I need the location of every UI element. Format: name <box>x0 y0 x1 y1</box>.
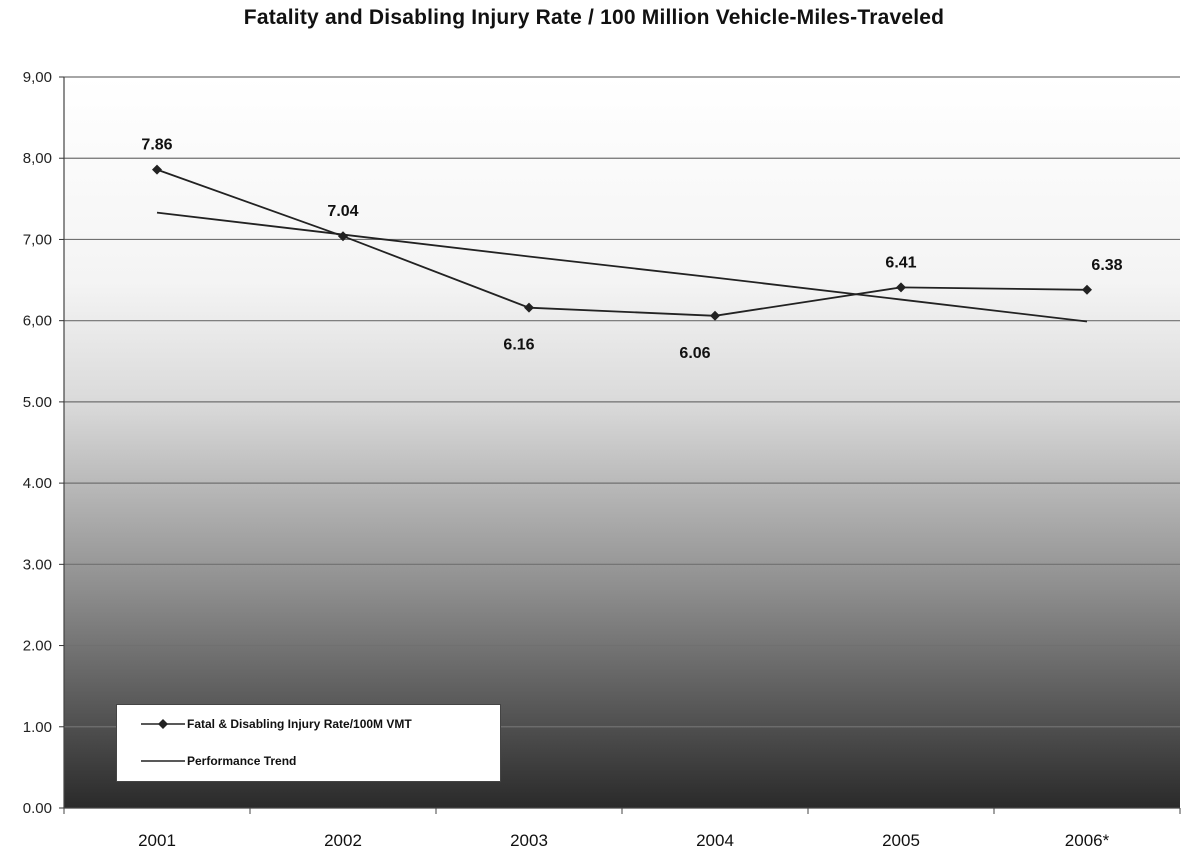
x-tick-label: 2004 <box>696 831 734 850</box>
data-label: 6.38 <box>1091 257 1122 274</box>
x-tick-label: 2006* <box>1065 831 1110 850</box>
data-label: 6.41 <box>885 254 916 271</box>
y-tick-label: 5.00 <box>23 394 52 411</box>
y-tick-label: 1.00 <box>23 719 52 736</box>
data-label: 6.16 <box>503 337 534 354</box>
x-tick-label: 2005 <box>882 831 920 850</box>
series-line-rate <box>156 168 1088 317</box>
data-point <box>338 231 348 242</box>
plot-area <box>64 77 1180 808</box>
x-tick-label: 2002 <box>324 831 362 850</box>
y-tick-label: 8,00 <box>23 150 52 167</box>
data-point <box>896 282 906 293</box>
legend-item-rate: Fatal & Disabling Injury Rate/100M VMT <box>141 714 412 734</box>
data-point <box>524 302 534 313</box>
y-tick-label: 4.00 <box>23 475 52 492</box>
legend-swatch-line <box>141 760 185 762</box>
data-point <box>710 310 720 321</box>
data-point <box>152 164 162 175</box>
y-tick-label: 3.00 <box>23 556 52 573</box>
data-label: 7.86 <box>141 137 172 154</box>
data-label: 7.04 <box>327 203 358 220</box>
data-label: 6.06 <box>679 345 710 362</box>
y-tick-label: 0.00 <box>23 800 52 817</box>
y-tick-label: 6,00 <box>23 313 52 330</box>
y-tick-label: 2.00 <box>23 638 52 655</box>
y-tick-label: 9,00 <box>23 69 52 86</box>
legend-label-trend: Performance Trend <box>187 754 297 768</box>
legend-swatch-diamond-line <box>141 719 185 729</box>
data-point <box>1082 284 1092 295</box>
x-tick-label: 2001 <box>138 831 176 850</box>
legend-item-trend: Performance Trend <box>141 751 296 771</box>
series-line-trend <box>156 211 1088 323</box>
x-tick-label: 2003 <box>510 831 548 850</box>
y-tick-label: 7,00 <box>23 231 52 248</box>
chart-title: Fatality and Disabling Injury Rate / 100… <box>243 6 945 29</box>
legend: Fatal & Disabling Injury Rate/100M VMT P… <box>116 704 501 782</box>
legend-label-rate: Fatal & Disabling Injury Rate/100M VMT <box>187 717 412 731</box>
